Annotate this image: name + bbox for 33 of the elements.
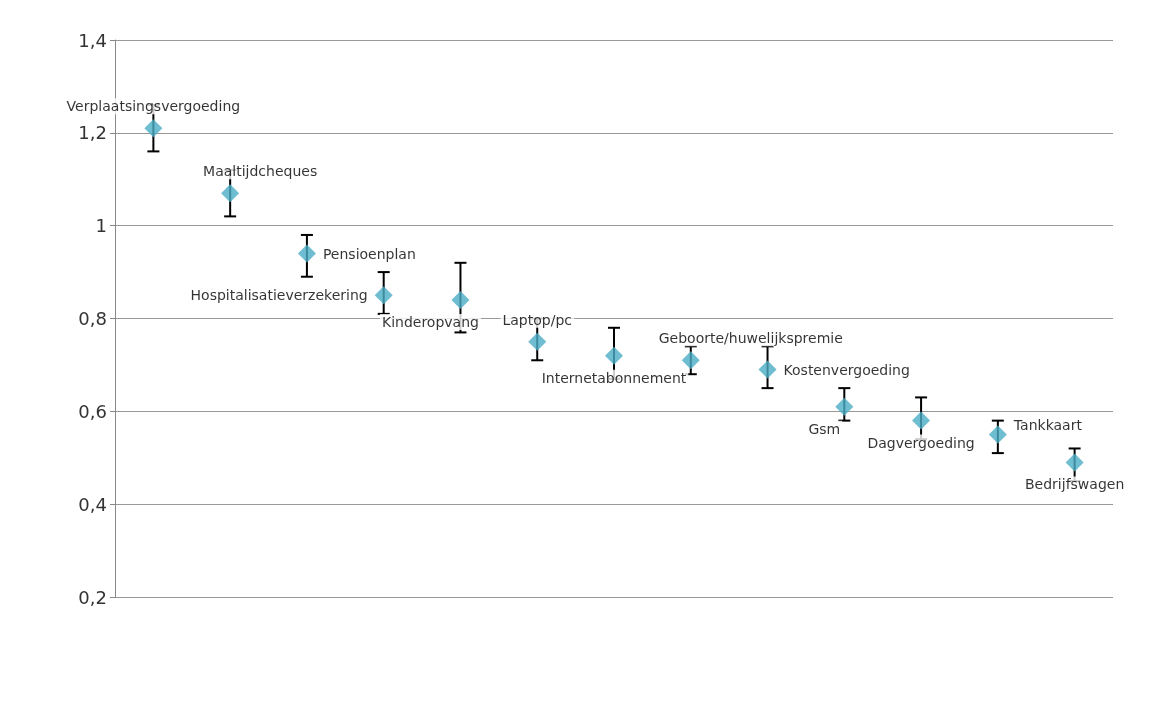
point [681,351,700,370]
y-tick-label: 0,2 [78,586,107,608]
annotation: Laptop/pc [502,311,572,328]
annotation: Tankkaart [1012,416,1083,433]
annotation: Internetabonnement [541,369,687,386]
annotation: Dagvergoeding [867,434,975,451]
y-tick-label: 0,4 [78,493,107,515]
annotation: Gsm [808,420,841,437]
point [144,119,163,138]
annotation: Hospitalisatieverzekering [190,287,368,304]
point [221,184,240,203]
annotation: Pensioenplan [322,245,416,262]
annotation: Verplaatsingsvergoeding [66,98,241,115]
annotation: Geboorte/huwelijkspremie [658,330,843,347]
annotation: Kinderopvang [381,313,479,330]
point [297,244,316,263]
y-tick-label: 1 [95,215,107,237]
y-tick-label: 1,2 [78,122,107,144]
point [528,332,547,351]
y-tick-label: 1,4 [78,29,107,51]
point [758,360,777,379]
y-tick-label: 0,6 [78,400,107,422]
annotation: Kostenvergoeding [783,361,910,378]
annotation: Maaltijdcheques [203,163,318,180]
point [1065,453,1084,472]
point [374,286,393,305]
point [451,290,470,309]
y-tick-label: 0,8 [78,308,107,329]
annotation: Bedrijfswagen [1024,476,1125,493]
point [605,346,623,365]
point [835,397,854,416]
point [988,425,1007,444]
point [912,411,931,430]
